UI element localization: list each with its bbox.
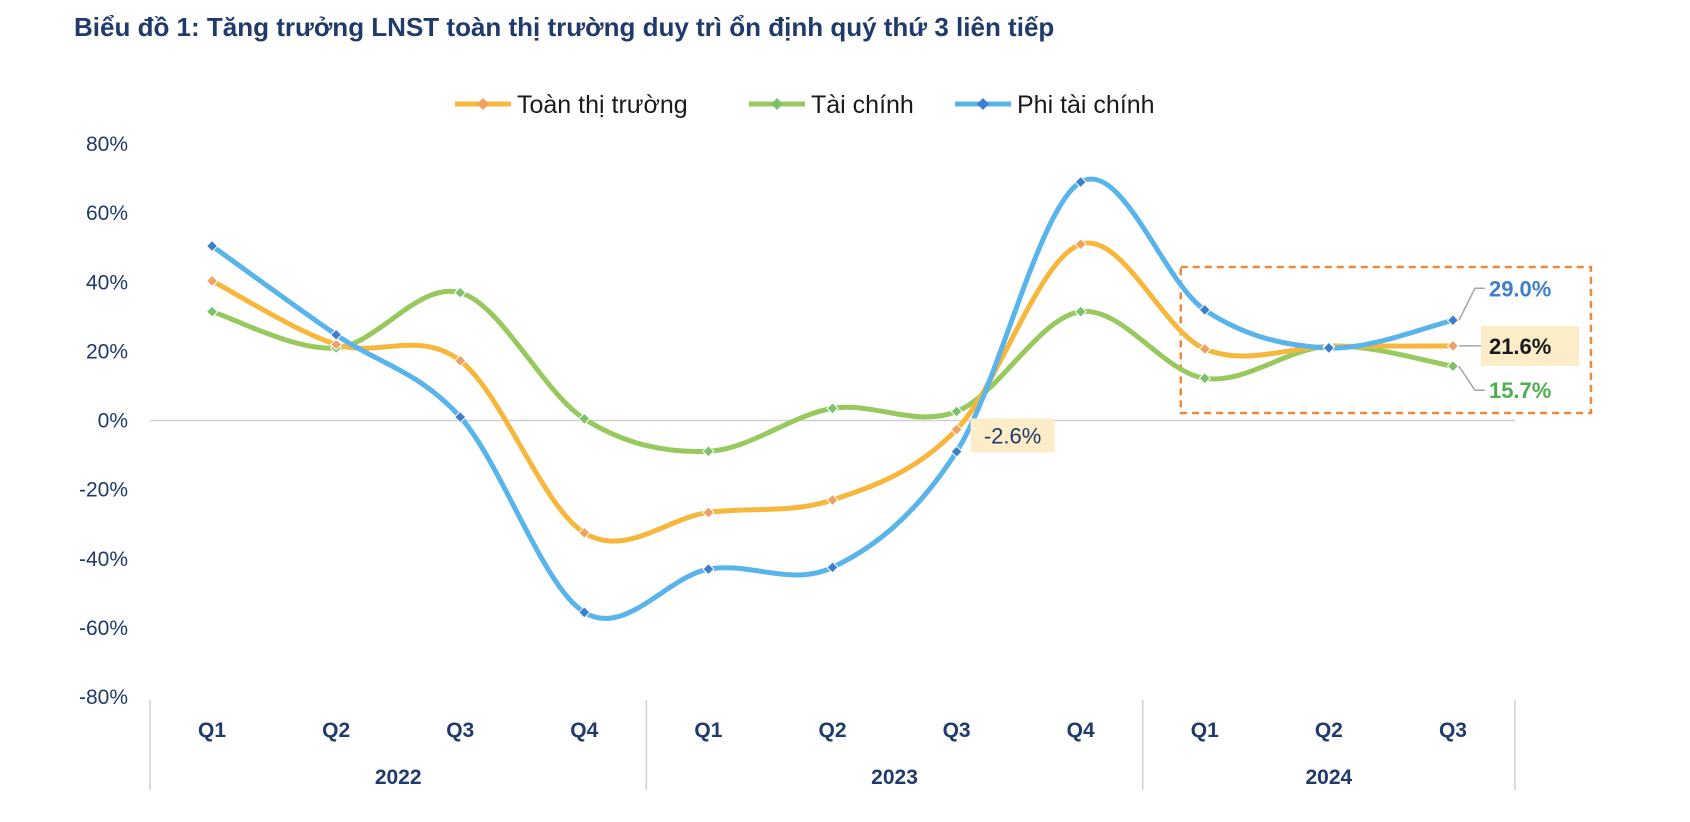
legend-marker xyxy=(477,98,489,110)
y-tick-label: 0% xyxy=(98,410,128,433)
data-label: -2.6% xyxy=(984,423,1041,448)
data-point xyxy=(950,423,963,436)
data-point xyxy=(1198,372,1211,385)
x-tick-label: Q4 xyxy=(570,719,598,742)
data-point xyxy=(702,506,715,519)
y-tick-label: 20% xyxy=(86,340,128,363)
data-point xyxy=(454,354,467,367)
data-label-leader xyxy=(1458,287,1485,321)
series-line-0 xyxy=(209,240,1456,544)
legend-item: Toàn thị trường xyxy=(455,91,688,119)
data-point xyxy=(1446,339,1460,353)
data-point xyxy=(950,445,963,458)
data-point xyxy=(578,526,591,540)
data-point xyxy=(205,305,219,318)
x-tick-label: Q3 xyxy=(943,719,971,742)
x-tick-label: Q1 xyxy=(198,719,226,742)
data-point xyxy=(329,338,343,351)
data-label-box xyxy=(1480,325,1579,366)
data-point xyxy=(454,410,467,424)
data-point xyxy=(578,412,591,425)
x-tick-label: Q2 xyxy=(1315,719,1343,742)
chart-title: Biểu đồ 1: Tăng trưởng LNST toàn thị trư… xyxy=(74,12,1055,42)
y-tick-label: 80% xyxy=(86,133,128,156)
x-tick-label: Q3 xyxy=(446,719,474,742)
data-point xyxy=(1074,305,1087,318)
x-tick-label: Q2 xyxy=(322,719,350,742)
legend-marker xyxy=(977,98,989,110)
series-line-2 xyxy=(209,176,1456,621)
y-tick-label: 40% xyxy=(86,271,128,294)
data-point xyxy=(1322,341,1336,355)
data-point xyxy=(454,286,467,299)
data-label: 15.7% xyxy=(1489,378,1551,403)
y-tick-label: 60% xyxy=(86,202,128,225)
data-point xyxy=(578,606,591,619)
legend-marker xyxy=(771,98,783,110)
data-point xyxy=(826,402,839,415)
x-group-label: 2024 xyxy=(1306,766,1353,789)
y-tick-label: -40% xyxy=(79,548,128,571)
legend-label: Phi tài chính xyxy=(1017,91,1155,119)
data-point xyxy=(1446,360,1460,373)
data-point xyxy=(205,274,219,288)
legend-item: Tài chính xyxy=(749,91,914,119)
data-point xyxy=(329,328,343,341)
highlight-box xyxy=(1179,265,1593,415)
y-tick-label: -80% xyxy=(79,686,128,709)
data-point xyxy=(950,405,963,418)
x-group-label: 2023 xyxy=(871,766,918,789)
data-point xyxy=(1074,238,1087,251)
data-point xyxy=(1198,342,1211,356)
legend-label: Toàn thị trường xyxy=(517,91,688,119)
x-tick-label: Q2 xyxy=(818,719,846,742)
data-label: 21.6% xyxy=(1489,334,1551,359)
data-point xyxy=(1074,175,1087,189)
y-tick-label: -20% xyxy=(79,479,128,502)
legend-label: Tài chính xyxy=(811,91,914,119)
data-point xyxy=(702,445,715,458)
data-point xyxy=(1446,314,1460,327)
data-point xyxy=(205,239,219,253)
data-point xyxy=(826,493,839,507)
x-tick-label: Q4 xyxy=(1067,719,1095,742)
data-label: 29.0% xyxy=(1489,276,1551,301)
data-label-box xyxy=(970,418,1055,453)
x-tick-label: Q1 xyxy=(1191,719,1219,742)
x-tick-label: Q3 xyxy=(1439,719,1467,742)
legend-item: Phi tài chính xyxy=(955,91,1155,119)
x-group-label: 2022 xyxy=(375,766,422,789)
data-point xyxy=(826,561,839,574)
y-tick-label: -60% xyxy=(79,617,128,640)
data-label-leader xyxy=(1458,365,1485,391)
x-tick-label: Q1 xyxy=(694,719,722,742)
data-point xyxy=(702,562,715,576)
data-point xyxy=(1198,303,1211,317)
